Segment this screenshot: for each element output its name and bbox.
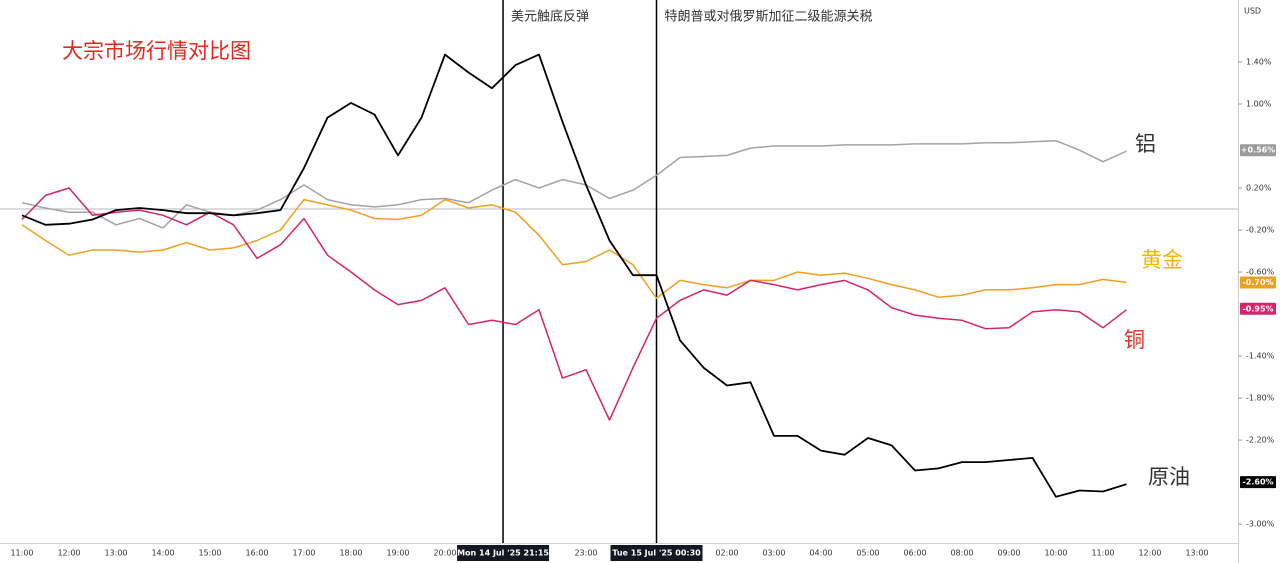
x-tick-label: 13:00 [1185,549,1208,558]
value-badge-label: -0.70% [1242,278,1273,287]
y-tick-label: -3.00% [1246,520,1275,529]
x-tick-label: 14:00 [151,549,174,558]
x-tick-label: 19:00 [386,549,409,558]
y-tick-label: -1.80% [1246,394,1275,403]
y-tick-label: -0.60% [1246,268,1275,277]
event-label: 美元触底反弹 [511,9,589,25]
date-box [457,545,550,561]
x-tick-label: 16:00 [245,549,268,558]
series-line [21,53,1127,498]
y-tick-label: 1.00% [1246,99,1272,108]
x-tick-label: 20:00 [433,549,456,558]
x-tick-label: 03:00 [762,549,785,558]
x-tick-label: 06:00 [903,549,926,558]
event-label: 特朗普或对俄罗斯加征二级能源关税 [665,10,873,25]
y-tick-label: -1.40% [1246,352,1275,361]
chart-title: 大宗市场行情对比图 [62,39,251,63]
x-tick-label: 09:00 [997,549,1020,558]
x-tick-label: 13:00 [104,549,127,558]
series-name: 铜 [1124,328,1145,352]
y-tick-label: -0.20% [1246,226,1275,235]
x-tick-label: 05:00 [856,549,879,558]
x-tick-label: 12:00 [57,549,80,558]
y-tick-label: 1.40% [1246,57,1272,66]
y-tick-label: -2.20% [1246,436,1275,445]
date-label: Tue 15 Jul '25 00:30 [612,549,701,558]
currency-label[interactable]: USD [1244,7,1261,16]
series-line [21,187,1127,421]
series-line [21,139,1127,229]
x-tick-label: 11:00 [10,549,33,558]
date-label: Mon 14 Jul '25 21:15 [457,549,549,558]
value-badge-label: -0.95% [1242,304,1273,313]
x-tick-label: 10:00 [1044,549,1067,558]
x-tick-label: 08:00 [950,549,973,558]
x-tick-label: 02:00 [715,549,738,558]
x-tick-label: 17:00 [292,549,315,558]
value-badge-label: -2.60% [1242,478,1273,487]
value-badge [1240,302,1276,315]
x-tick-label: 15:00 [198,549,221,558]
value-badge [1240,476,1276,489]
series-name: 铝 [1135,132,1156,156]
x-tick-label: 11:00 [1091,549,1114,558]
y-tick-label: 0.20% [1246,184,1272,193]
value-badge [1240,144,1276,157]
x-tick-label: 18:00 [339,549,362,558]
x-tick-label: 12:00 [1138,549,1161,558]
date-box [610,545,703,561]
value-badge [1240,276,1276,289]
series-line [21,198,1127,300]
x-tick-label: 04:00 [809,549,832,558]
x-tick-label: 23:00 [574,549,597,558]
series-name: 黄金 [1141,248,1183,272]
value-badge-label: +0.56% [1241,146,1275,155]
series-name: 原油 [1148,465,1190,489]
